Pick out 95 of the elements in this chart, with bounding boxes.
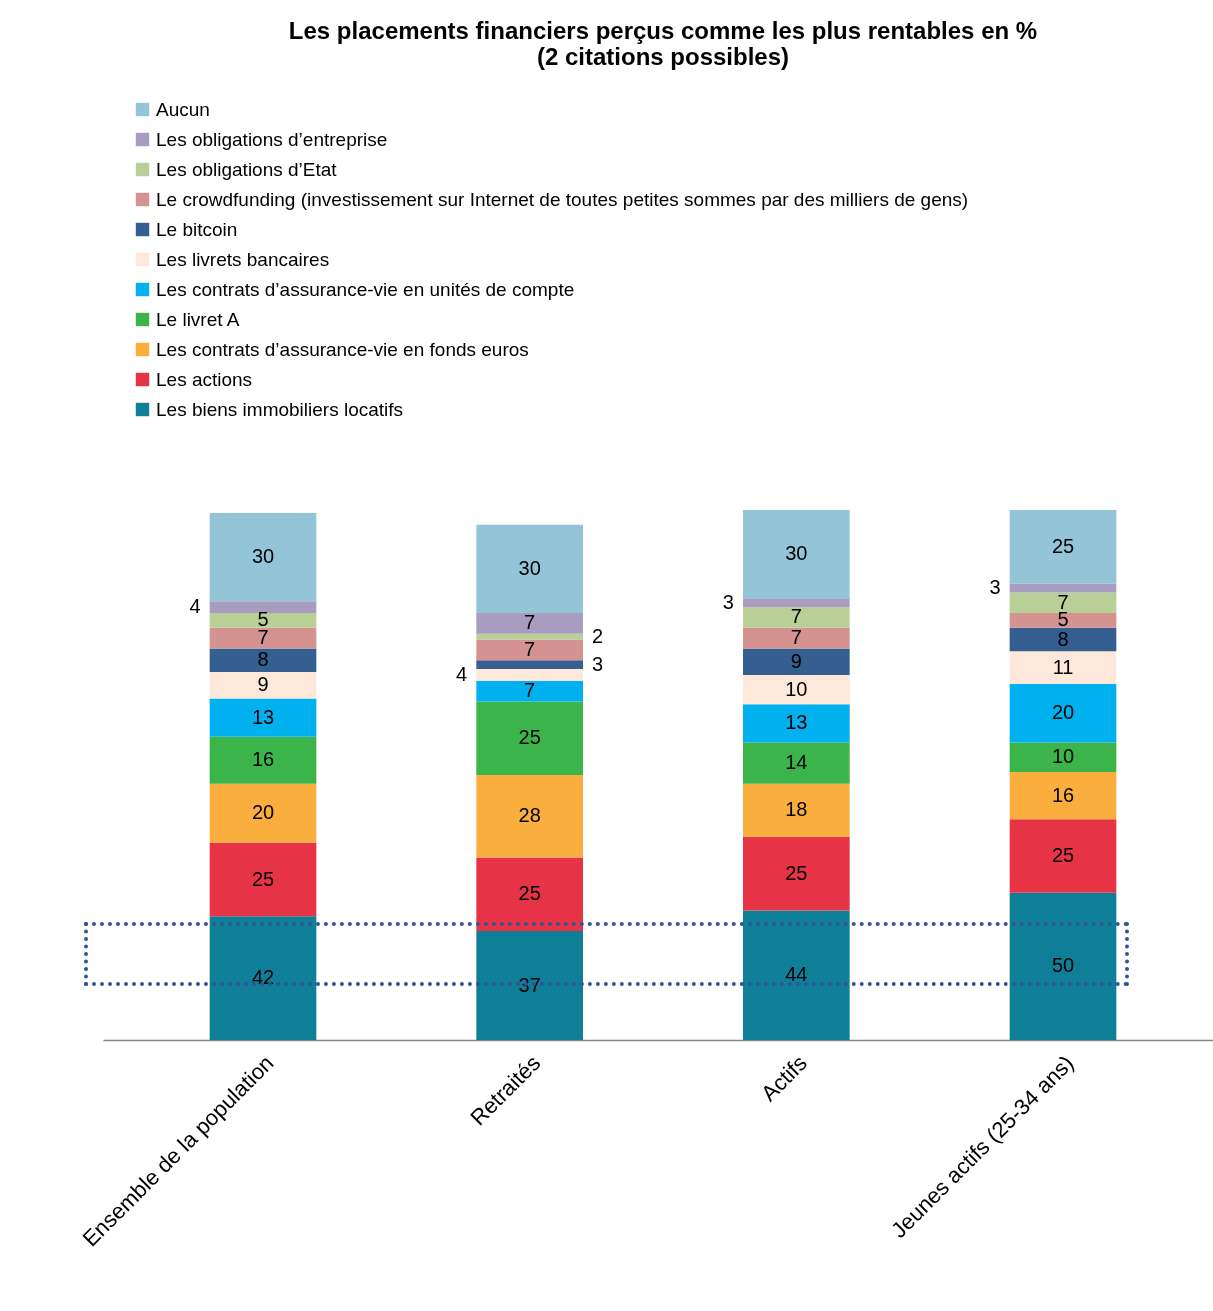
legend-label: Les actions: [156, 368, 253, 390]
bar: [209, 783, 317, 843]
data-label: 44: [785, 963, 808, 986]
data-label: 30: [251, 545, 275, 568]
bar: [1009, 742, 1117, 773]
data-label: 7: [790, 626, 802, 649]
bar: [1009, 683, 1117, 743]
legend-label: Les biens immobiliers locatifs: [156, 398, 404, 420]
data-label: 4: [189, 595, 201, 618]
bar: [476, 669, 583, 681]
legend-label: Les obligations d’Etat: [156, 158, 338, 180]
data-label: 30: [518, 556, 541, 579]
bar: [1009, 651, 1117, 684]
bar: [209, 613, 317, 628]
data-label: 3: [592, 652, 604, 675]
bar: [209, 916, 317, 1040]
legend-label: Le bitcoin: [156, 218, 238, 240]
bar: [476, 701, 583, 775]
bar: [743, 836, 850, 911]
data-label: 3: [722, 590, 734, 613]
legend-label: Aucun: [156, 98, 210, 120]
bar: [476, 931, 583, 1040]
data-label: 20: [1051, 701, 1075, 724]
bar: [1009, 583, 1117, 593]
bar: [743, 704, 850, 743]
bar: [1009, 819, 1117, 893]
legend-label: Le livret A: [156, 308, 240, 330]
bar: [743, 742, 850, 784]
bar: [209, 736, 317, 784]
bar: [743, 674, 850, 705]
data-label: 37: [518, 973, 541, 996]
bar: [476, 857, 583, 932]
bar: [743, 607, 850, 628]
data-label: 14: [785, 751, 808, 774]
data-label: 7: [524, 679, 536, 702]
bar: [476, 680, 583, 702]
legend-label: Les livrets bancaires: [156, 248, 330, 270]
data-label: 16: [251, 748, 275, 771]
bar: [743, 598, 850, 608]
data-label: 13: [251, 705, 275, 728]
legend-label: Les contrats d’assurance-vie en unités de compte: [156, 278, 575, 300]
bar: [743, 910, 850, 1040]
bar: [743, 648, 850, 675]
data-label: 9: [790, 649, 802, 672]
bar: [743, 783, 850, 837]
bar: [209, 627, 317, 649]
data-label: 11: [1052, 655, 1074, 678]
data-label: 25: [518, 726, 541, 749]
data-label: 3: [989, 576, 1001, 599]
data-label: 16: [1051, 783, 1075, 806]
data-label: 10: [785, 677, 808, 700]
bar: [1009, 592, 1117, 614]
data-label: 20: [251, 801, 275, 824]
legend-label: Les contrats d’assurance-vie en fonds euros: [156, 338, 529, 360]
bar: [209, 601, 317, 614]
data-label: 7: [790, 605, 802, 628]
bar: [209, 512, 317, 602]
bar: [209, 842, 317, 917]
legend-label: Le crowdfunding (investissement sur Internet de toutes petites sommes par des milliers de gens): [156, 188, 969, 210]
bar: [476, 613, 583, 634]
data-label: 42: [251, 966, 275, 989]
data-label: 50: [1051, 954, 1075, 977]
data-label: 8: [257, 648, 269, 671]
bar: [476, 639, 583, 661]
data-label: 9: [257, 673, 269, 696]
bar: [209, 698, 317, 737]
data-label: 25: [1051, 843, 1075, 866]
data-label: 10: [1051, 745, 1075, 768]
bar: [476, 524, 583, 614]
data-label: 4: [456, 662, 468, 685]
bar: [476, 660, 583, 669]
bar: [743, 627, 850, 649]
bar: [1009, 510, 1117, 584]
data-label: 7: [524, 637, 536, 660]
data-label: 25: [251, 867, 275, 890]
bar: [1009, 892, 1117, 1040]
legend-label: Les obligations d’entreprise: [156, 128, 388, 150]
data-label: 28: [518, 804, 541, 827]
bar: [476, 633, 583, 640]
bar: [743, 510, 850, 599]
data-label: 25: [1051, 534, 1075, 557]
data-label: 25: [785, 861, 808, 884]
chart-title: Les placements financiers perçus comme les plus rentables en % (2 citations possibles): [288, 17, 1038, 70]
data-label: 2: [592, 624, 604, 647]
data-label: 25: [518, 882, 541, 905]
data-label: 30: [785, 542, 808, 565]
bar: [209, 671, 317, 699]
bar: [1009, 613, 1117, 628]
bar: [209, 648, 317, 672]
bar: [1009, 772, 1117, 820]
data-label: 13: [785, 711, 808, 734]
data-label: 7: [524, 611, 536, 634]
bar: [476, 775, 583, 858]
bar: [1009, 627, 1117, 652]
data-label: 18: [785, 798, 808, 821]
